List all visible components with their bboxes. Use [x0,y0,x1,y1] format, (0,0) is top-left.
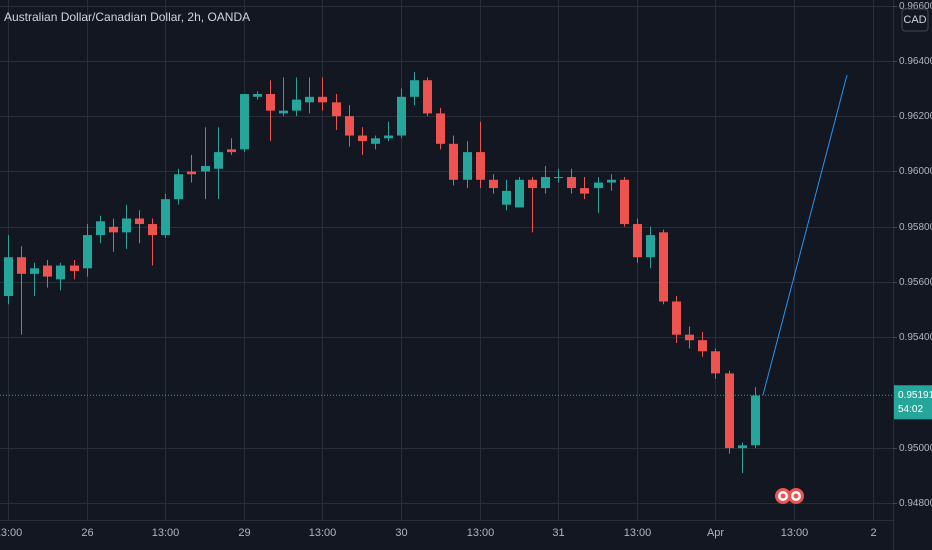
countdown-label: 54:02 [898,404,923,415]
candle-body [633,224,642,258]
candle-body [476,152,485,180]
y-tick-label: 0.94800 [899,498,932,509]
candle-body [371,138,380,144]
candle-body [698,340,707,352]
currency-label[interactable]: CAD [903,14,926,26]
candle-body [410,80,419,97]
candle-body [397,96,406,136]
candle-body [332,102,341,117]
x-tick-label: 13:00 [624,527,652,539]
candle-body [227,149,236,153]
x-tick-label: 13:00 [467,527,495,539]
candle-body [43,265,52,277]
y-tick-label: 0.95000 [899,443,932,454]
candle-body [122,218,131,233]
candle-body [620,179,629,225]
candles [4,71,760,473]
y-tick-label: 0.95400 [899,332,932,343]
candle-body [358,135,367,142]
candle-body [266,94,275,111]
x-tick-label: 13:00 [781,527,809,539]
x-tick-label: 13:00 [152,527,180,539]
candle-body [646,235,655,258]
last-price-label: 0.95191 [898,390,932,401]
candle-body [515,179,524,208]
x-tick-label: 31 [552,527,564,539]
y-tick-label: 0.96000 [899,166,932,177]
candle-body [463,152,472,180]
candle-body [554,177,563,179]
candle-body [56,265,65,280]
candle-body [214,152,223,169]
candle-body [384,135,393,139]
currency-box[interactable] [901,8,929,32]
candle-body [423,80,432,114]
candle-body [685,334,694,341]
x-tick-label: 29 [238,527,250,539]
event-marker-dot [793,493,799,499]
candle-body [502,190,511,205]
last-price-box [894,385,932,420]
candle-body [161,199,170,236]
candle-body [70,265,79,272]
candle-body [279,110,288,114]
candle-body [528,179,537,189]
candle-body [240,94,249,150]
candle-body [318,96,327,103]
candle-body [109,226,118,233]
x-tick-label: 13:00 [0,527,22,539]
candle-body [30,268,39,274]
labels: 0.96600 0.96400 0.96200 0.96000 0.95800 0.956… [0,1,932,539]
candle-body [96,221,105,236]
candle-body [174,174,183,200]
candle-body [594,182,603,189]
candle-body [148,224,157,236]
y-tick-label: 0.96400 [899,56,932,67]
event-marker-dot [780,493,786,499]
candle-body [449,143,458,180]
event-markers[interactable] [775,488,804,504]
y-tick-label: 0.96200 [899,111,932,122]
y-tick-label: 0.95800 [899,222,932,233]
candle-body [253,94,262,97]
candle-body [541,177,550,189]
candle-body [580,188,589,194]
candle-body [711,351,720,374]
candle-body [567,177,576,189]
candle-body [751,395,760,446]
candle-body [201,165,210,172]
candle-body [489,179,498,189]
x-tick-label: Apr [707,527,724,539]
candle-body [436,113,445,144]
candle-body [4,257,13,296]
x-tick-label: 30 [395,527,407,539]
candle-body [345,116,354,136]
x-tick-label: 13:00 [309,527,337,539]
y-tick-label: 0.95600 [899,277,932,288]
candle-body [738,445,747,449]
candle-body [305,96,314,103]
x-tick-label: 2 [870,527,876,539]
candle-body [672,301,681,335]
trend-line-drawing[interactable] [762,74,848,396]
candle-body [725,373,734,449]
chart-title: Australian Dollar/Canadian Dollar, 2h, O… [4,10,250,24]
candle-body [607,179,616,183]
candle-body [83,235,92,269]
candle-body [187,171,196,175]
x-tick-label: 26 [81,527,93,539]
candle-body [17,257,26,274]
candle-body [135,218,144,225]
candle-body [292,99,301,111]
candle-body [659,232,668,302]
y-tick-label: 0.96600 [899,1,932,12]
